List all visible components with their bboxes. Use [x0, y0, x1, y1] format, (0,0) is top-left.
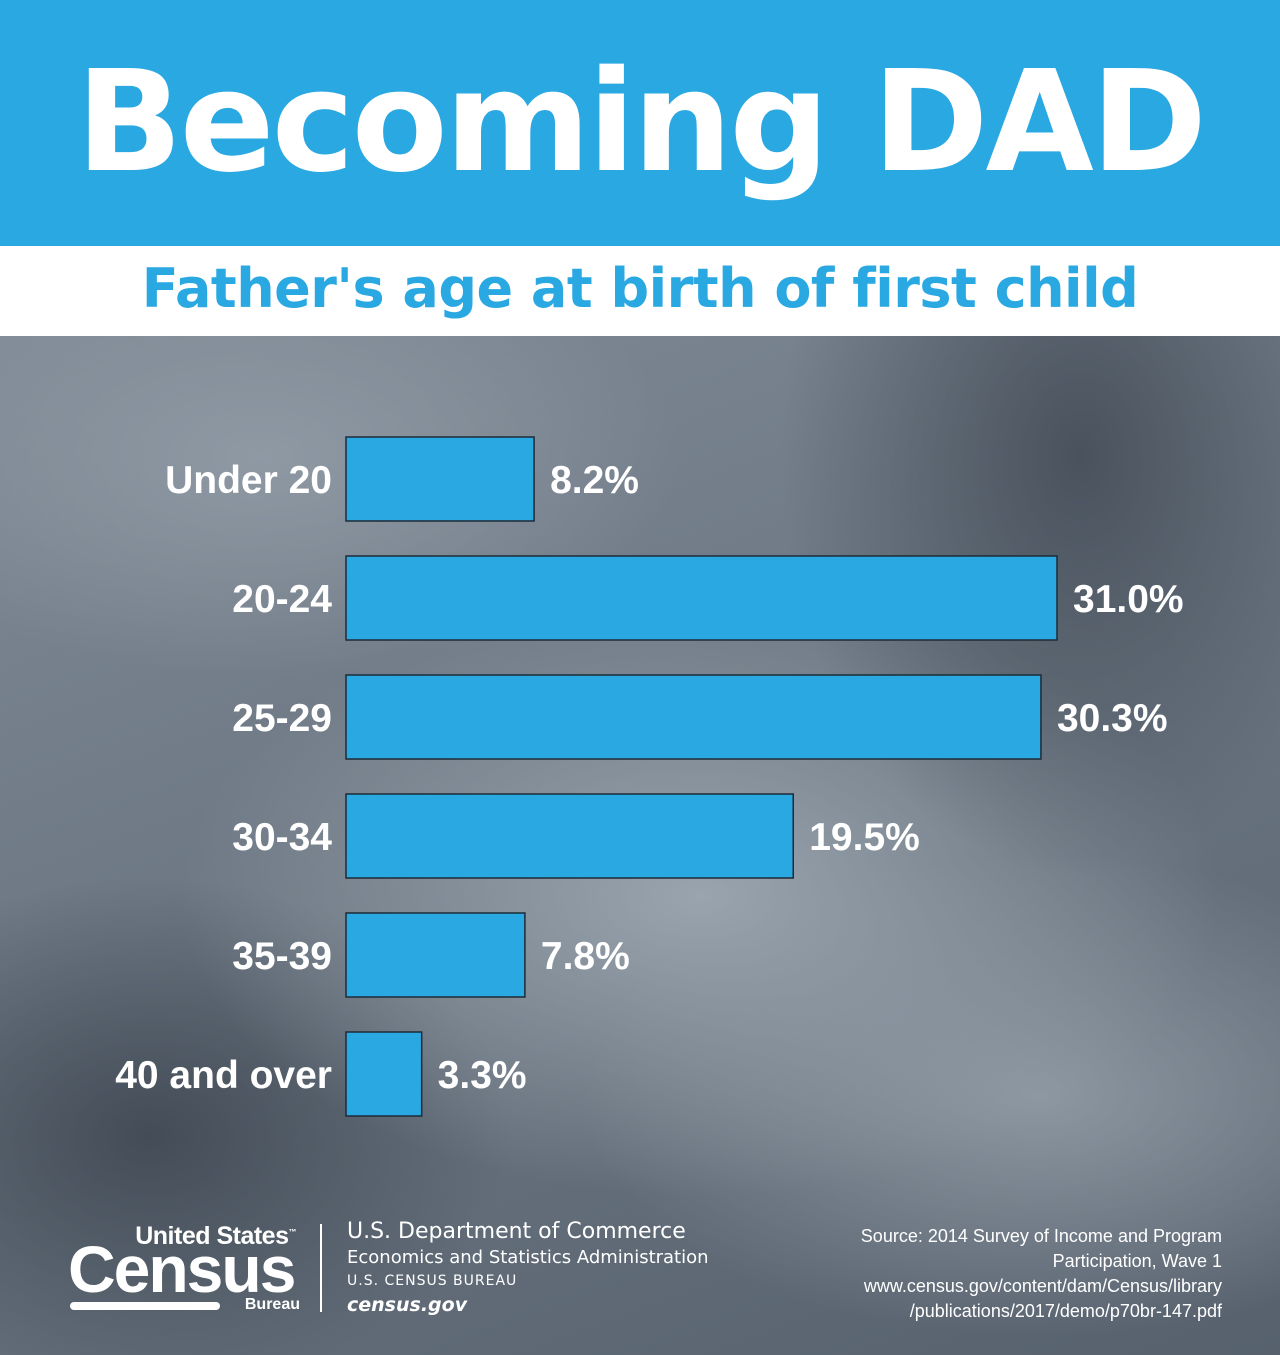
category-label-under-20: Under 20 [165, 459, 332, 502]
source-line-2: Participation, Wave 1 [1052, 1251, 1222, 1271]
logo-underline [70, 1302, 220, 1310]
value-label-40-and-over: 3.3% [438, 1054, 527, 1097]
bar-chart: Under 20 8.2% 20-24 31.0% 25-29 30.3% 30-34 19.… [115, 436, 1184, 1117]
department-info: U.S. Department of Commerce Economics an… [347, 1218, 709, 1318]
source-url-line-1[interactable]: www.census.gov/content/dam/Census/librar… [863, 1276, 1222, 1296]
category-label-25-29: 25-29 [232, 697, 332, 740]
value-label-35-39: 7.8% [541, 935, 630, 978]
bar-40-and-over [345, 1031, 423, 1117]
census-gov-link[interactable]: census.gov [347, 1294, 468, 1316]
logo-united-states: United States™ [135, 1222, 296, 1250]
chart-title: Father's age at birth of first child [141, 257, 1139, 320]
source-note: Source: 2014 Survey of Income and Progra… [722, 1224, 1222, 1324]
bar-under-20 [345, 436, 535, 522]
category-label-40-and-over: 40 and over [115, 1054, 332, 1097]
subtitle-banner: Father's age at birth of first child [0, 246, 1280, 336]
value-label-under-20: 8.2% [550, 459, 639, 502]
header-banner: Becoming DAD [0, 0, 1280, 246]
bar-25-29 [345, 674, 1042, 760]
bar-30-34 [345, 793, 794, 879]
footer-divider [320, 1224, 322, 1312]
logo-bureau: Bureau [244, 1296, 300, 1313]
census-logo: United States™ Census Bureau [68, 1222, 300, 1314]
bar-35-39 [345, 912, 526, 998]
page-title: Becoming DAD [75, 41, 1207, 204]
logo-census: Census [68, 1232, 296, 1306]
dept-esa: Economics and Statistics Administration [347, 1247, 709, 1268]
source-url-line-2[interactable]: /publications/2017/demo/p70br-147.pdf [909, 1301, 1222, 1321]
dept-commerce: U.S. Department of Commerce [347, 1219, 686, 1244]
category-label-35-39: 35-39 [232, 935, 332, 978]
bar-20-24 [345, 555, 1058, 641]
value-label-30-34: 19.5% [809, 816, 920, 859]
source-line-1: Source: 2014 Survey of Income and Progra… [860, 1226, 1222, 1246]
category-label-20-24: 20-24 [232, 578, 332, 621]
dept-census-bureau: U.S. CENSUS BUREAU [347, 1273, 518, 1289]
value-label-20-24: 31.0% [1073, 578, 1184, 621]
category-label-30-34: 30-34 [232, 816, 332, 859]
value-label-25-29: 30.3% [1057, 697, 1168, 740]
